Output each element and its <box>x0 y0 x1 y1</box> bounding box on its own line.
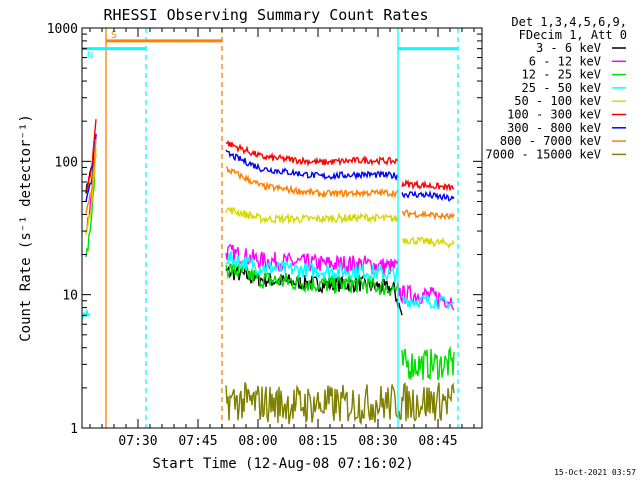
series-100to300keV-segment-1 <box>225 140 399 168</box>
series-6to12keV-segment-2 <box>397 282 455 311</box>
series-25to50keV-segment-2 <box>401 294 455 310</box>
attenuator-label-s: S <box>111 30 117 41</box>
series-300to800keV-segment-2 <box>401 189 455 202</box>
x-tick-label: 08:30 <box>358 434 397 449</box>
series-800to7000keV-segment-1 <box>225 166 399 199</box>
y-tick-label: 100 <box>55 155 78 170</box>
series-6to12keV-segment-1 <box>225 244 399 276</box>
legend-label: 25 - 50 keV <box>522 81 601 95</box>
series-25to50keV-segment-0 <box>81 309 91 320</box>
x-axis-label: Start Time (12-Aug-08 07:16:02) <box>152 456 413 472</box>
series-800to7000keV-segment-0 <box>85 138 97 214</box>
series-100to300keV-segment-0 <box>85 119 97 193</box>
y-tick-label: 1 <box>70 422 78 437</box>
legend-header-line-2: FDecim 1, Att 0 <box>519 28 627 42</box>
x-tick-label: 08:15 <box>298 434 337 449</box>
legend-label: 800 - 7000 keV <box>500 134 601 148</box>
chart-title: RHESSI Observing Summary Count Rates <box>103 6 428 24</box>
x-tick-label: 08:45 <box>418 434 457 449</box>
y-axis-label: Count Rate (s⁻¹ detector⁻¹) <box>18 114 34 342</box>
series-800to7000keV-segment-2 <box>401 209 455 221</box>
legend-label: 6 - 12 keV <box>529 54 601 68</box>
series-50to100keV-segment-1 <box>225 206 399 225</box>
series-100to300keV-segment-2 <box>401 178 455 192</box>
attenuator-label-n: N <box>87 51 93 62</box>
series-12to25keV-segment-1 <box>225 261 399 297</box>
series-300to800keV-segment-1 <box>225 149 399 182</box>
x-tick-label: 08:00 <box>238 434 277 449</box>
legend-label: 12 - 25 keV <box>522 68 601 82</box>
legend-label: 300 - 800 keV <box>507 121 601 135</box>
axis-ticks: 07:30 07:45 08:00 08:15 08:30 08:45 1 10 100 1000 <box>47 22 482 449</box>
legend-label: 50 - 100 keV <box>514 94 601 108</box>
data-traces <box>81 119 455 426</box>
series-25to50keV-segment-1 <box>225 250 399 283</box>
series-50to100keV-segment-2 <box>401 236 455 250</box>
y-tick-label: 10 <box>62 289 78 304</box>
legend-label: 3 - 6 keV <box>536 41 601 55</box>
x-tick-label: 07:45 <box>178 434 217 449</box>
series-12to25keV-segment-2 <box>401 345 455 381</box>
series-7000to15000keV-segment-0 <box>225 381 455 426</box>
time-markers: SN <box>82 28 459 428</box>
x-tick-label: 07:30 <box>118 434 157 449</box>
series-50to100keV-segment-0 <box>85 147 97 236</box>
legend-label: 7000 - 15000 keV <box>485 147 601 161</box>
y-tick-label: 1000 <box>47 22 78 37</box>
legend-header-line-1: Det 1,3,4,5,6,9, <box>511 15 627 29</box>
footer-date: 15-Oct-2021 03:57 <box>554 468 636 477</box>
series-12to25keV-segment-0 <box>85 153 97 258</box>
legend-label: 100 - 300 keV <box>507 108 601 122</box>
